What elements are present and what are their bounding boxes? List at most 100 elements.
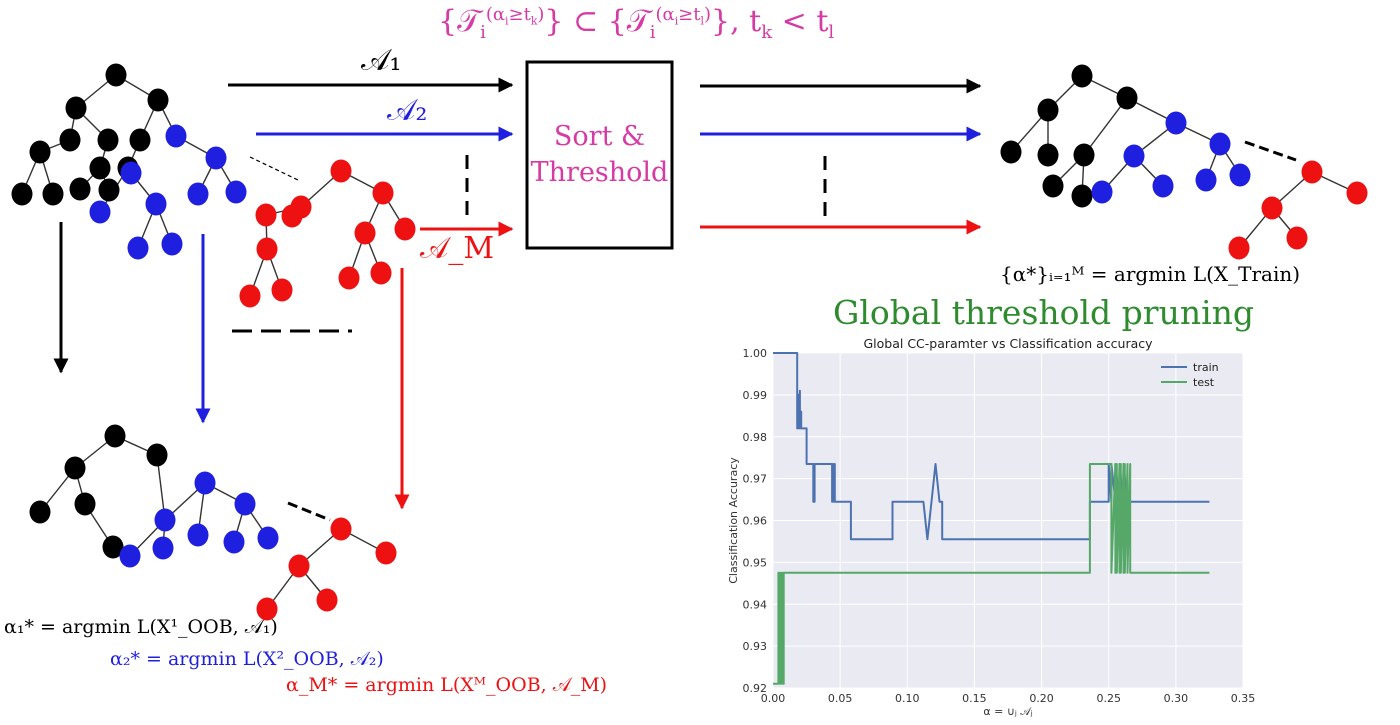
y-tick-label: 0.92 [743,682,768,695]
tree-red-node [271,278,293,302]
tree-right-node [1301,160,1323,184]
tree-main-node [161,232,183,256]
tree-bottom-node [74,492,96,516]
tree-right-node [1261,196,1283,220]
subset-formula: {𝒯i(αi≥tk)} ⊂ {𝒯i(αi≥tl)}, tk < tl [438,4,835,43]
tree-red-node [394,217,416,241]
tree-main-node [59,128,81,152]
tree-bottom-node [234,492,256,516]
tree-right-node [1073,143,1095,167]
tree-bottom-node [187,523,209,547]
equation-alpha-1: α₁* = argmin L(X¹_OOB, 𝒜₁) [4,616,278,638]
dash-bottom-tree [287,501,331,522]
tree-bottom-node [256,597,278,621]
tree-right-node [1116,86,1138,110]
tree-right-node [1071,184,1093,208]
tree-bottom-node [154,508,176,532]
x-tick-label: 0.30 [1164,692,1189,705]
tree-right-node [1037,98,1059,122]
dash-right-tree [1244,140,1297,162]
tree-bottom-node [330,517,352,541]
tree-right-node [1123,144,1145,168]
tree-bottom-node [152,536,174,560]
y-axis-label: Classification Accuracy [727,457,740,584]
tree-red-node [370,261,392,285]
accuracy-chart: 0.00 0.05 0.10 0.15 0.20 0.25 0.30 0.35 0.92 0.93… [727,336,1256,718]
tree-main-node [97,128,119,152]
tree-main-node [120,161,142,185]
tree-red-node [281,204,303,228]
x-tick-label: 0.25 [1096,692,1121,705]
ellipsis-dots-top [249,156,299,181]
tree-red-node [354,221,376,245]
tree-right-node [1071,64,1093,88]
legend-label-train: train [1193,361,1219,374]
tree-right-node [1152,174,1174,198]
y-tick-label: 0.99 [743,389,768,402]
y-tick-label: 0.93 [743,640,768,653]
label-a1: 𝒜₁ [361,43,402,78]
tree-red-node [256,237,278,261]
tree-main-node [145,192,167,216]
sort-threshold-box [525,60,674,250]
tree-bottom-node [375,541,397,565]
y-tick-label: 0.96 [743,515,768,528]
tree-nodes [11,63,1368,621]
equation-alpha-2: α₂* = argmin L(X²_OOB, 𝒜₂) [110,648,384,670]
x-tick-label: 0.00 [761,692,786,705]
sort-threshold-label: Sort & Threshold [527,62,672,248]
y-tick-label: 0.97 [743,473,768,486]
box-line-2: Threshold [530,157,669,188]
tree-main-node [127,236,149,260]
tree-bottom-node [288,554,310,578]
global-pruning-title: Global threshold pruning [833,293,1255,332]
tree-right-node [1346,181,1368,205]
y-tick-label: 1.00 [743,347,768,360]
tree-main-node [98,178,120,202]
tree-main-node [205,146,227,170]
equation-alpha-m: α_M* = argmin L(Xᴹ_OOB, 𝒜_M) [286,674,608,696]
legend-label-test: test [1193,376,1215,389]
tree-bottom-node [223,530,245,554]
tree-right-node [1228,236,1250,260]
tree-main-node [65,96,87,120]
tree-bottom-node [29,500,51,524]
tree-red-node [372,181,394,205]
tree-red-node [330,159,352,183]
tree-right-node [1042,174,1064,198]
tree-main-node [187,182,209,206]
x-tick-label: 0.15 [962,692,987,705]
tree-main-node [29,140,51,164]
tree-main-node [129,128,151,152]
tree-red-node [239,284,261,308]
y-tick-label: 0.94 [743,598,768,611]
tree-main-node [165,124,187,148]
y-tick-label: 0.95 [743,556,768,569]
tree-right-edge [1083,97,1128,156]
series-line-test [773,463,1210,685]
tree-bottom-node [146,443,168,467]
tree-bottom-node [119,544,141,568]
chart-title: Global CC-paramter vs Classification acc… [863,336,1153,351]
tree-main-node [105,63,127,87]
x-tick-label: 0.20 [1029,692,1054,705]
tree-bottom-node [316,588,338,612]
tree-bottom-node [104,424,126,448]
tree-red-node [255,203,277,227]
tree-main-node [89,156,111,180]
tree-main-node [11,182,33,206]
x-tick-label: 0.05 [828,692,853,705]
label-a2: 𝒜₂ [387,93,428,128]
x-tick-label: 0.35 [1231,692,1256,705]
tree-right-node [1286,226,1308,250]
tree-right-node [1037,143,1059,167]
tree-right-node [1000,140,1022,164]
tree-bottom-node [194,471,216,495]
tree-bottom-node [64,456,86,480]
tree-right-node [1209,132,1231,156]
x-tick-label: 0.10 [895,692,920,705]
alpha-star-equation: {α*}ᵢ₌₁ᴹ = argmin L(X_Train) [1000,262,1301,286]
tree-main-node [89,200,111,224]
